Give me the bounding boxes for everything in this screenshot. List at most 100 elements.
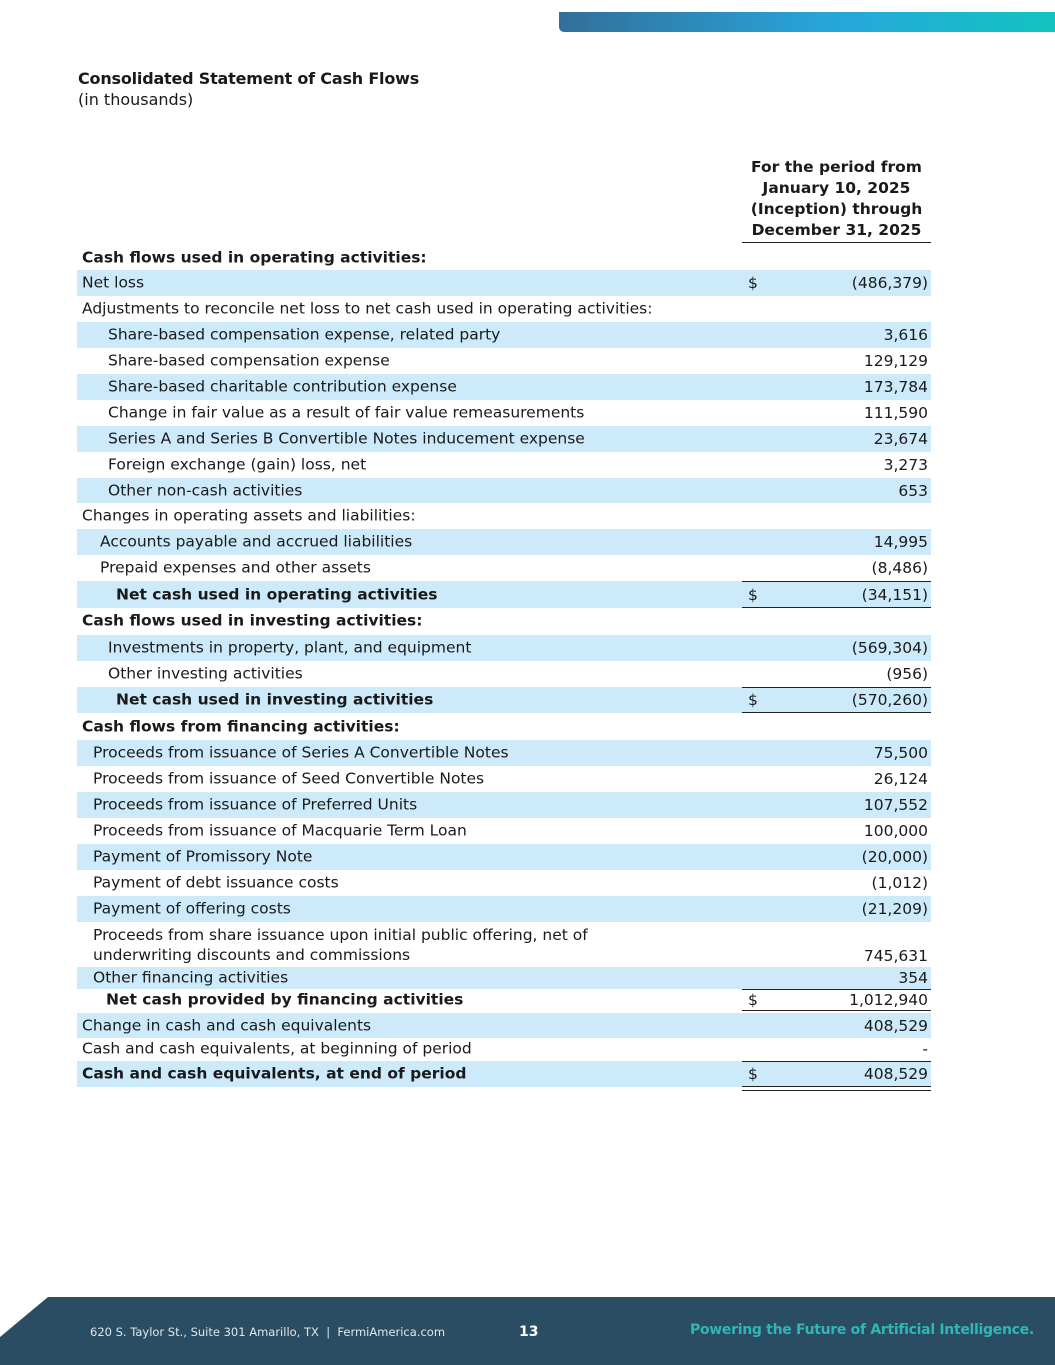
- row-label: Series A and Series B Convertible Notes …: [108, 429, 585, 448]
- subtotal-rule: [742, 1061, 931, 1062]
- row-label: Other financing activities: [93, 968, 289, 987]
- row-value: 173,784: [863, 378, 928, 396]
- table-row: Payment of debt issuance costs (1,012): [77, 870, 931, 896]
- total-rule: [742, 1086, 931, 1087]
- table-row: Payment of Promissory Note (20,000): [77, 844, 931, 870]
- table-row: Share-based compensation expense 129,129: [77, 348, 931, 374]
- row-value: 26,124: [873, 770, 928, 788]
- table-row: Other financing activities 354: [77, 967, 931, 989]
- row-label: Changes in operating assets and liabilit…: [82, 506, 416, 525]
- table-row: Proceeds from issuance of Macquarie Term…: [77, 818, 931, 844]
- currency-symbol: $: [748, 274, 758, 292]
- double-total-rule: [742, 1090, 931, 1091]
- footer-address: 620 S. Taylor St., Suite 301 Amarillo, T…: [90, 1325, 446, 1339]
- row-value: 129,129: [863, 352, 928, 370]
- table-row: Share-based charitable contribution expe…: [77, 374, 931, 400]
- row-value: 354: [898, 969, 928, 987]
- row-label: Cash and cash equivalents, at end of per…: [82, 1064, 467, 1083]
- row-value: 1,012,940: [849, 991, 928, 1009]
- row-value: 23,674: [873, 430, 928, 448]
- table-row: Proceeds from issuance of Seed Convertib…: [77, 766, 931, 792]
- row-label: Proceeds from issuance of Macquarie Term…: [93, 821, 467, 840]
- table-row: Prepaid expenses and other assets (8,486): [77, 555, 931, 581]
- row-label: Share-based charitable contribution expe…: [108, 377, 457, 396]
- row-value: 100,000: [863, 822, 928, 840]
- total-rule: [742, 712, 931, 713]
- table-row: Accounts payable and accrued liabilities…: [77, 529, 931, 555]
- statement-subtitle: (in thousands): [78, 90, 194, 109]
- row-label: Other non-cash activities: [108, 481, 303, 499]
- row-label: Change in cash and cash equivalents: [82, 1016, 372, 1034]
- currency-symbol: $: [748, 991, 758, 1009]
- table-row: Proceeds from issuance of Preferred Unit…: [77, 792, 931, 818]
- row-value: -: [922, 1039, 928, 1058]
- table-row: Change in cash and cash equivalents 408,5…: [77, 1013, 931, 1038]
- table-row: Other investing activities (956): [77, 661, 931, 687]
- row-label: Proceeds from issuance of Preferred Unit…: [93, 795, 418, 814]
- table-row: Change in fair value as a result of fair…: [77, 400, 931, 426]
- table-row: Cash flows used in operating activities:: [77, 247, 931, 268]
- row-value: 408,529: [863, 1016, 928, 1035]
- table-row: Cash flows used in investing activities:: [77, 608, 931, 634]
- row-value: (21,209): [861, 900, 928, 918]
- row-value: (1,012): [871, 874, 928, 892]
- row-label: Prepaid expenses and other assets: [100, 558, 371, 577]
- row-value: 408,529: [863, 1065, 928, 1083]
- period-column-heading: For the period from January 10, 2025 (In…: [742, 157, 931, 243]
- row-value: (486,379): [851, 274, 928, 292]
- footer-band: [0, 1297, 1055, 1365]
- total-rule: [742, 607, 931, 608]
- currency-symbol: $: [748, 691, 758, 709]
- row-label: Cash flows used in investing activities:: [82, 611, 423, 630]
- row-value: 107,552: [863, 796, 928, 814]
- row-value: (570,260): [851, 691, 928, 709]
- header-accent-bar: [559, 12, 1055, 32]
- row-label: Foreign exchange (gain) loss, net: [108, 455, 367, 474]
- table-row: Investments in property, plant, and equi…: [77, 635, 931, 661]
- row-label: Share-based compensation expense: [108, 351, 390, 370]
- statement-title: Consolidated Statement of Cash Flows: [78, 69, 420, 88]
- row-value: 111,590: [863, 404, 928, 422]
- table-row: Proceeds from share issuance upon initia…: [77, 922, 931, 967]
- table-row: Series A and Series B Convertible Notes …: [77, 426, 931, 452]
- table-row: Proceeds from issuance of Series A Conve…: [77, 740, 931, 766]
- row-label: Other investing activities: [108, 664, 303, 683]
- row-label: Cash and cash equivalents, at beginning …: [82, 1039, 472, 1057]
- row-label: Accounts payable and accrued liabilities: [100, 532, 413, 551]
- row-label: Adjustments to reconcile net loss to net…: [82, 299, 653, 318]
- row-value: 745,631: [863, 947, 928, 965]
- row-label: Change in fair value as a result of fair…: [108, 403, 585, 422]
- table-row: Other non-cash activities 653: [77, 478, 931, 503]
- table-row: Net cash used in investing activities $ (5…: [77, 687, 931, 713]
- row-value: 653: [898, 481, 928, 500]
- row-label: Net cash provided by financing activitie…: [106, 990, 464, 1009]
- row-value: 75,500: [873, 744, 928, 762]
- row-label: Proceeds from issuance of Seed Convertib…: [93, 769, 485, 788]
- table-row: Payment of offering costs (21,209): [77, 896, 931, 922]
- row-label: Cash flows used in operating activities:: [82, 248, 427, 266]
- row-label: Net cash used in investing activities: [116, 690, 434, 709]
- currency-symbol: $: [748, 1065, 758, 1083]
- row-label: Cash flows from financing activities:: [82, 717, 400, 736]
- table-row: Share-based compensation expense, relate…: [77, 322, 931, 348]
- row-value: (20,000): [861, 848, 928, 866]
- page-number: 13: [519, 1324, 539, 1340]
- row-value: 3,616: [883, 326, 928, 344]
- row-value: 3,273: [883, 456, 928, 474]
- subtotal-rule: [742, 989, 931, 990]
- table-row: Net loss $ (486,379): [77, 270, 931, 296]
- subtotal-rule: [742, 581, 931, 582]
- row-value: (8,486): [871, 559, 928, 577]
- table-row: Foreign exchange (gain) loss, net 3,273: [77, 452, 931, 478]
- row-label: Payment of Promissory Note: [93, 847, 313, 866]
- total-rule: [742, 1010, 931, 1011]
- row-label: Investments in property, plant, and equi…: [108, 638, 472, 657]
- table-row: Cash flows from financing activities:: [77, 714, 931, 740]
- table-row: Net cash used in operating activities $ (3…: [77, 581, 931, 608]
- table-row: Changes in operating assets and liabilit…: [77, 503, 931, 529]
- row-label: Payment of offering costs: [93, 899, 291, 918]
- row-value: (569,304): [851, 639, 928, 657]
- row-label: Payment of debt issuance costs: [93, 873, 339, 892]
- currency-symbol: $: [748, 585, 758, 604]
- table-row: Net cash provided by financing activitie…: [77, 989, 931, 1011]
